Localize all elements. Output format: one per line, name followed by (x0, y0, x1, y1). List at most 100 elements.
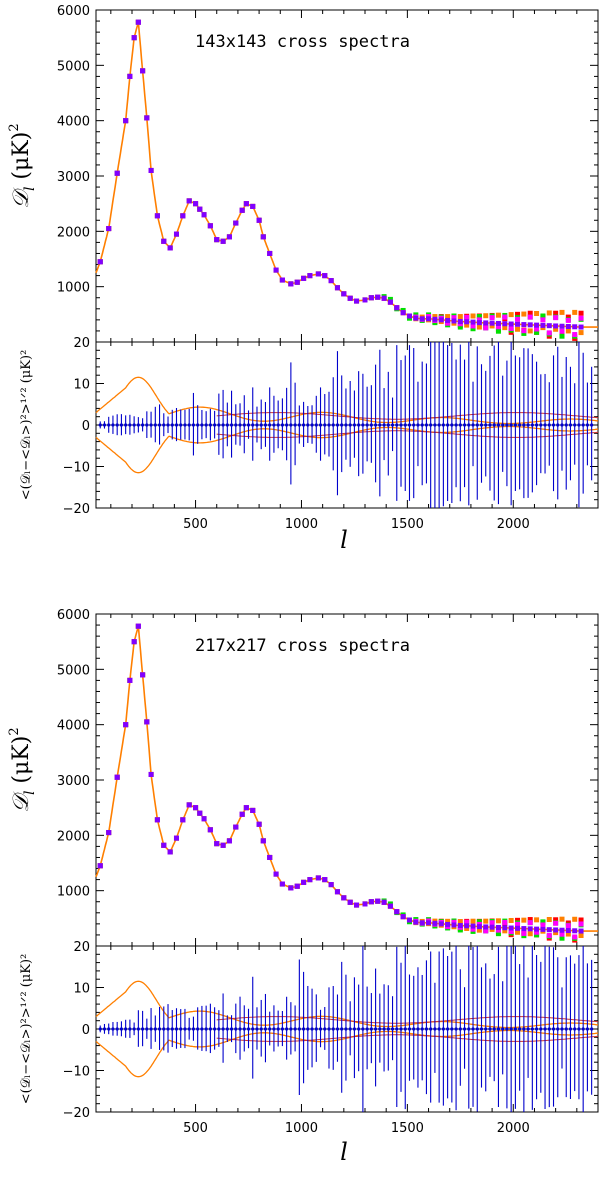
residual-point (327, 423, 331, 427)
residual-point (513, 1027, 517, 1031)
data-point (288, 281, 294, 287)
data-point (534, 926, 540, 932)
data-point (260, 838, 266, 844)
data-point (553, 930, 559, 936)
data-point (495, 924, 501, 930)
model-curve (95, 625, 598, 932)
y-tick-label: 1000 (57, 281, 90, 296)
residual-point (412, 423, 416, 427)
data-point (307, 877, 313, 883)
data-point (565, 314, 571, 320)
data-point (135, 623, 141, 629)
data-point (559, 323, 565, 329)
data-point (193, 805, 199, 811)
residual-y-axis-label-text: <(𝒟ₗ−<𝒟ₗ>)²>¹ᐟ² (μK)² (19, 350, 34, 500)
data-point (578, 921, 584, 927)
data-point (534, 326, 540, 332)
data-point (565, 328, 571, 334)
residual-point (395, 1027, 399, 1031)
data-point (445, 918, 451, 924)
residual-point (534, 1027, 539, 1031)
residual-point (399, 1027, 403, 1031)
data-point (315, 875, 321, 881)
data-point (527, 322, 533, 328)
data-point (483, 313, 489, 319)
x-tick-label: 1500 (391, 1121, 424, 1136)
x-axis-label: l (340, 526, 348, 554)
residual-point (488, 423, 492, 427)
residual-point (399, 423, 403, 427)
residual-point (378, 1027, 382, 1031)
residual-point (568, 423, 573, 427)
data-point (457, 923, 463, 929)
y-tick-label: 10 (73, 982, 90, 997)
residual-point (200, 1027, 204, 1031)
residual-point (268, 423, 272, 427)
data-point (375, 294, 381, 300)
data-point (559, 935, 565, 941)
data-point (559, 931, 565, 937)
data-point (400, 914, 406, 920)
residual-point (513, 423, 517, 427)
residual-point (124, 1027, 128, 1031)
residual-point (539, 1027, 543, 1031)
data-point (559, 927, 565, 933)
data-point (207, 223, 213, 229)
data-point (527, 328, 533, 334)
residual-point (539, 423, 543, 427)
data-point (413, 919, 419, 925)
y-axis-label-text: 𝒟l (μK)2 (7, 123, 38, 208)
data-point (521, 328, 527, 334)
residual-point (285, 423, 289, 427)
data-point (167, 245, 173, 251)
y-tick-label: 20 (73, 940, 90, 955)
residual-point (238, 1027, 242, 1031)
residual-point (352, 423, 357, 427)
y-tick-label: 2000 (57, 225, 90, 240)
data-point (144, 719, 150, 725)
data-point (483, 924, 489, 930)
data-point (527, 920, 533, 926)
data-point (426, 316, 432, 322)
y-tick-label: 4000 (57, 115, 90, 130)
residual-point (357, 423, 361, 427)
data-point (483, 320, 489, 326)
cosmic-variance-lower (95, 1029, 599, 1078)
residual-point (526, 1027, 530, 1031)
residual-point (157, 1027, 162, 1031)
y-axis-label: 𝒟l (μK)2 (7, 727, 38, 812)
data-point (256, 217, 262, 223)
y-tick-label: 1000 (57, 885, 90, 900)
data-point (167, 849, 173, 855)
x-tick-label: 500 (183, 517, 208, 532)
data-point (559, 309, 565, 315)
data-point (180, 817, 186, 823)
residual-point (208, 423, 212, 427)
residual-point (310, 1027, 314, 1031)
data-point (140, 672, 146, 678)
residual-point (526, 423, 530, 427)
residual-point (585, 1027, 590, 1031)
residual-point (310, 423, 314, 427)
residual-point (251, 1027, 255, 1031)
data-point (387, 299, 393, 305)
residual-point (179, 423, 183, 427)
residual-point (551, 423, 556, 427)
data-point (502, 919, 508, 925)
data-point (279, 881, 285, 887)
residual-point (437, 423, 441, 427)
residual-point (191, 1027, 196, 1031)
data-point (565, 324, 571, 330)
residual-point (429, 423, 433, 427)
residual-point (98, 1027, 102, 1031)
residual-point (149, 423, 153, 427)
residual-point (488, 1027, 492, 1031)
data-point (464, 319, 470, 325)
data-point (243, 805, 249, 811)
data-point (515, 316, 521, 322)
data-point (527, 310, 533, 316)
residual-point (128, 423, 132, 427)
residual-point (390, 1027, 395, 1031)
residual-point (259, 423, 263, 427)
